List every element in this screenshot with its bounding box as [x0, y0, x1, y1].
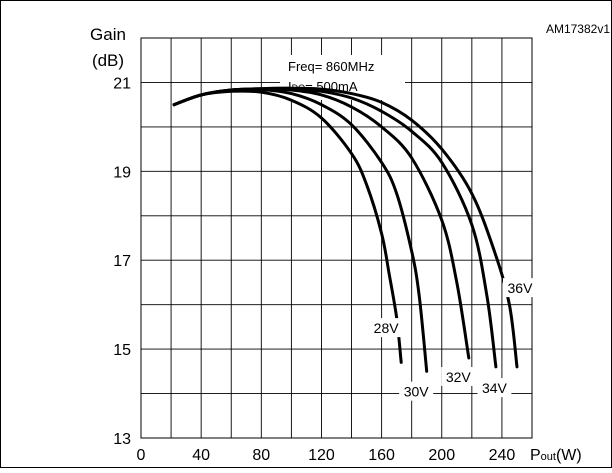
- annotation-idq-prefix: I: [288, 79, 292, 94]
- x-axis-label: Pout(W): [530, 447, 582, 464]
- series-label-30V: 30V: [404, 384, 430, 400]
- x-tick-label: 200: [428, 447, 455, 464]
- x-tick-labels: 0 40 80 120 160 200 240: [137, 447, 516, 464]
- series-label-34V: 34V: [482, 380, 508, 396]
- y-tick-label: 15: [113, 342, 131, 359]
- x-tick-label: 40: [192, 447, 210, 464]
- x-axis-label-main: P: [530, 447, 541, 464]
- x-tick-label: 160: [368, 447, 395, 464]
- plot-area-border: [140, 37, 533, 439]
- series-label-32V: 32V: [446, 369, 472, 385]
- series-line-36V: [172, 86, 519, 369]
- series-group: [172, 86, 519, 373]
- y-axis-label-line1: Gain: [90, 25, 126, 44]
- x-axis-label-subscript: out: [541, 451, 556, 463]
- y-tick-labels: 13 15 17 19 21: [113, 75, 131, 448]
- y-tick-label: 21: [113, 75, 131, 92]
- y-tick-label: 17: [113, 253, 131, 270]
- series-label-28V: 28V: [374, 320, 400, 336]
- x-axis-label-unit: (W): [556, 447, 582, 464]
- series-label-background: [477, 378, 512, 398]
- x-tick-label: 0: [137, 447, 146, 464]
- series-label-background: [502, 278, 537, 298]
- y-axis-label-line2: (dB): [92, 51, 124, 70]
- series-label-36V: 36V: [508, 280, 534, 296]
- x-tick-label: 120: [308, 447, 335, 464]
- x-tick-label: 80: [252, 447, 270, 464]
- figure-id: AM17382v1: [546, 22, 610, 36]
- series-labels: 28V 30V 32V 34V 36V: [369, 278, 537, 401]
- series-line-28V: [172, 89, 403, 364]
- series-label-background: [369, 318, 404, 338]
- series-label-background: [441, 367, 476, 386]
- series-label-background: [399, 381, 434, 401]
- y-tick-label: 19: [113, 164, 131, 181]
- annotation-frequency: Freq= 860MHz: [288, 59, 374, 74]
- x-tick-label: 240: [489, 447, 516, 464]
- y-tick-label: 13: [113, 431, 131, 448]
